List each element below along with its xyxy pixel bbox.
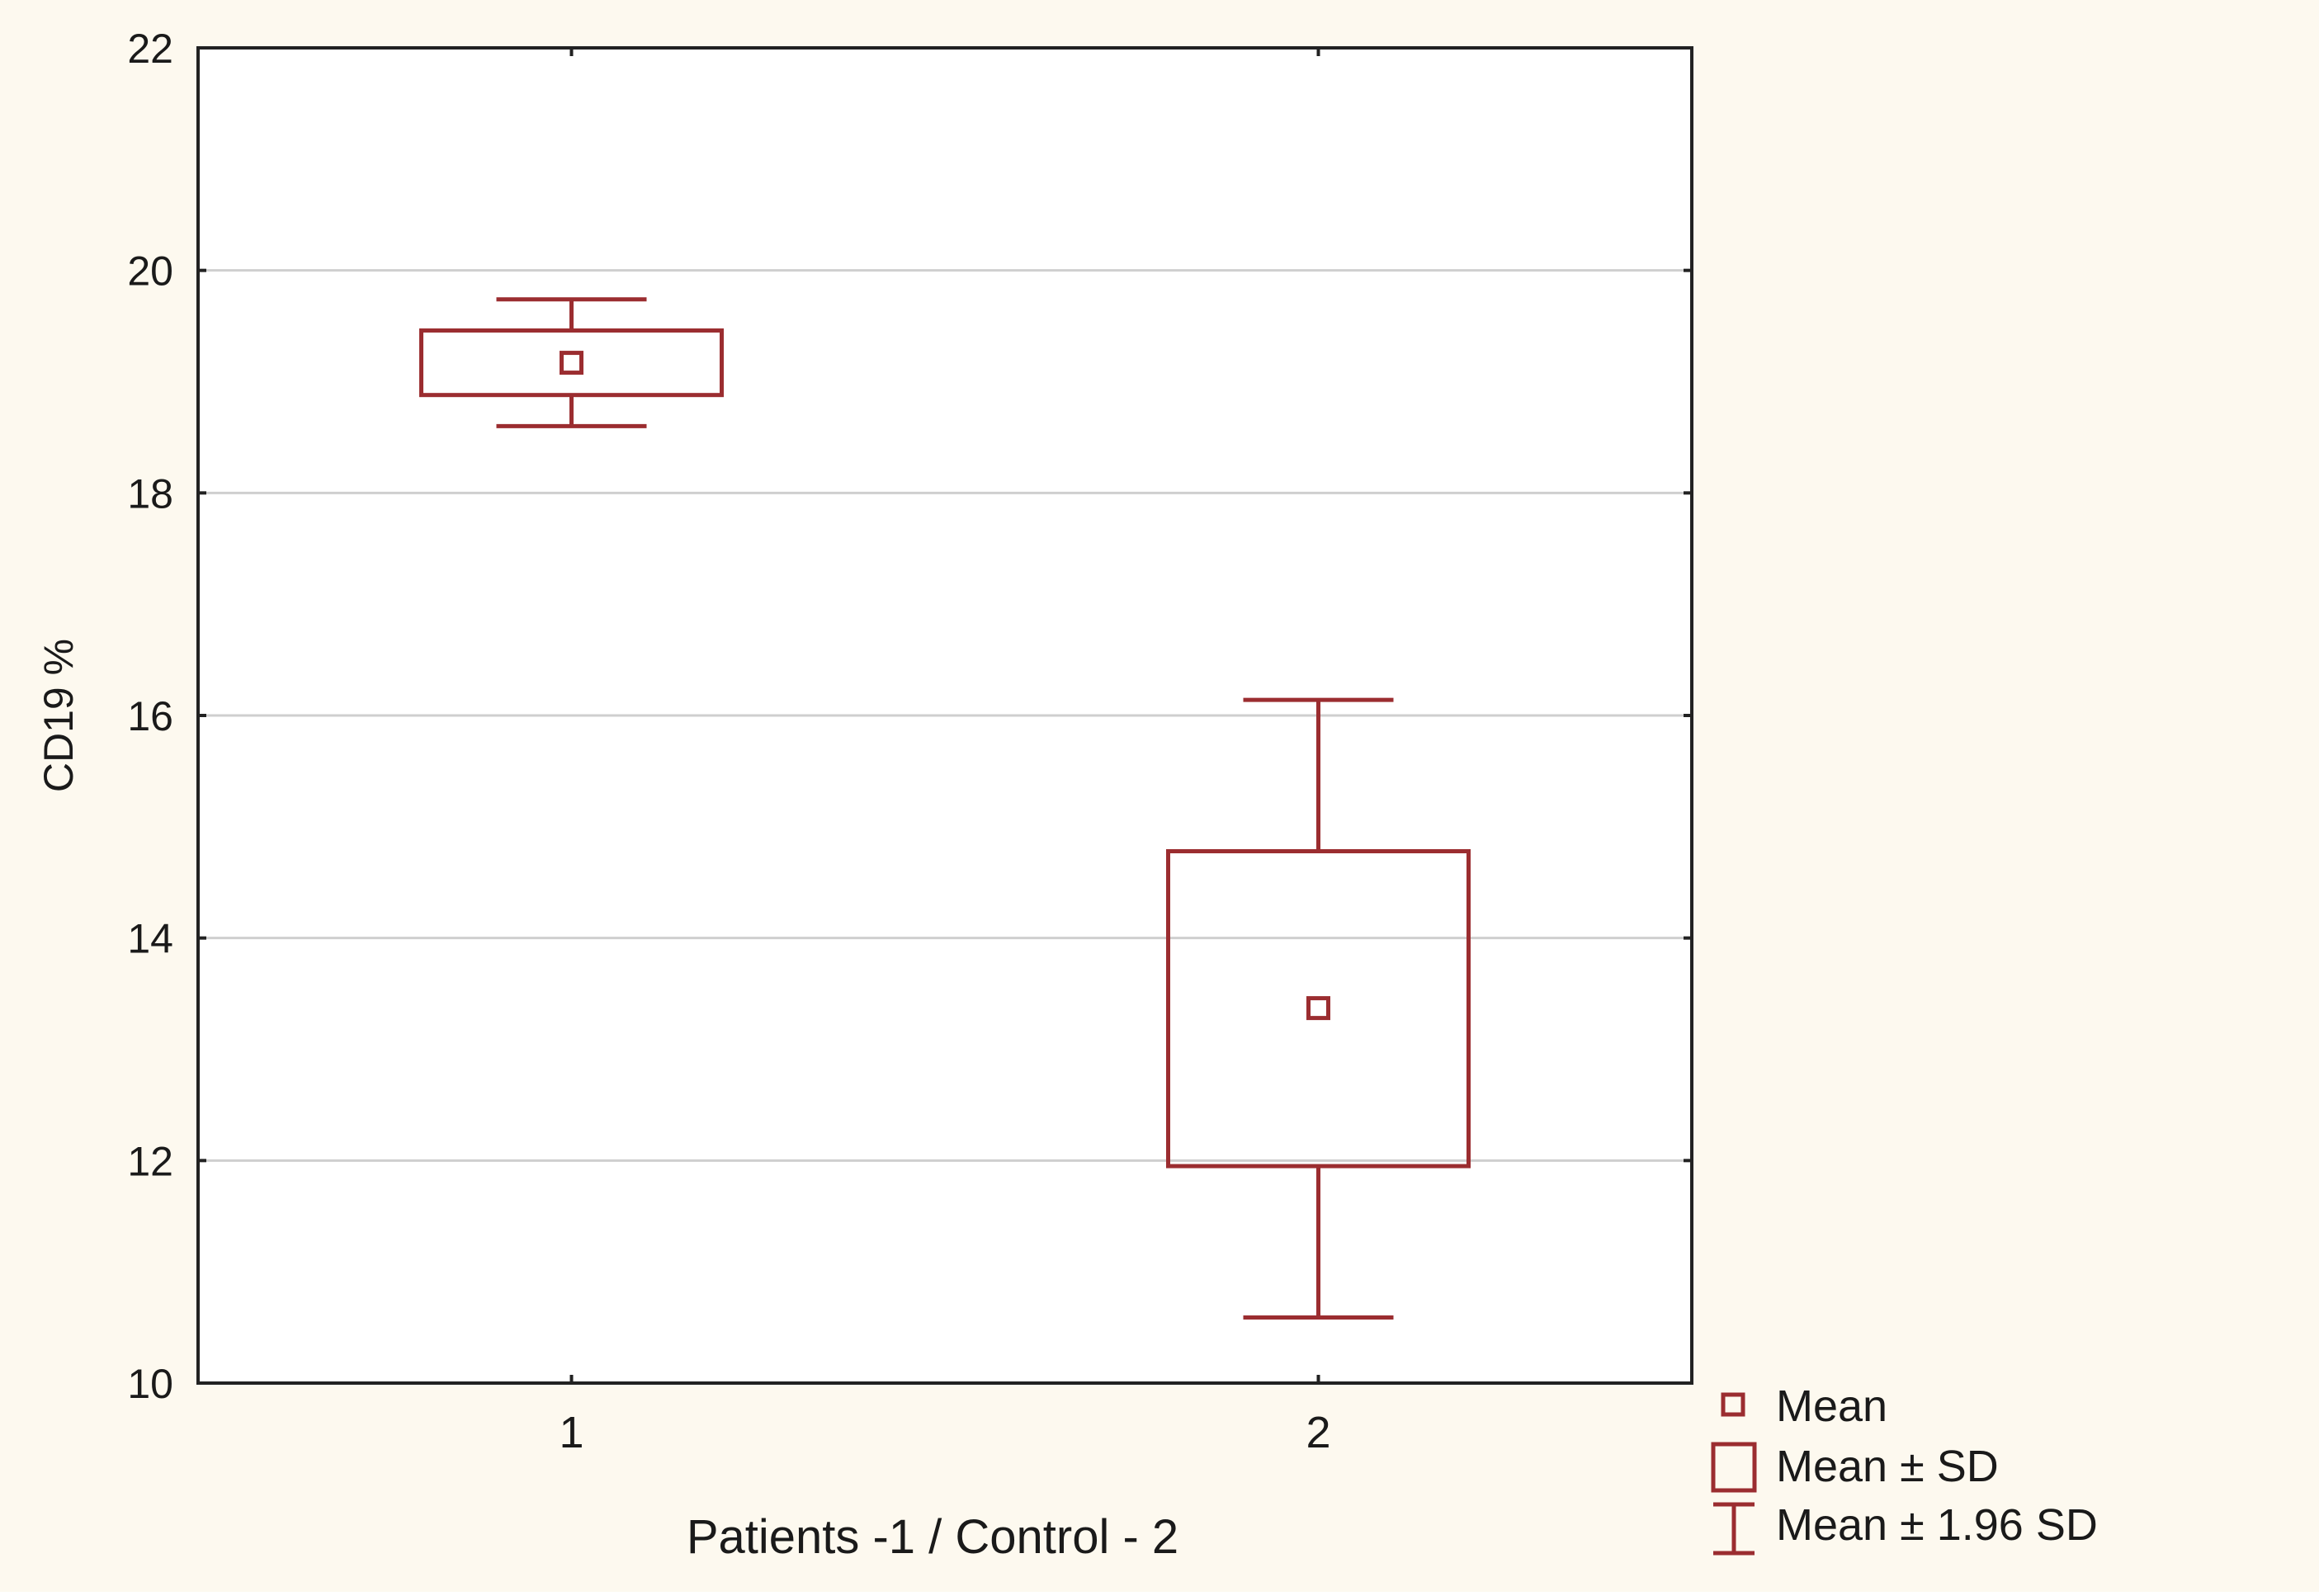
y-tick-label-16: 16 xyxy=(127,693,173,739)
legend-label-ci: Mean ± 1.96 SD xyxy=(1776,1500,2098,1550)
sd-box-1 xyxy=(419,328,724,398)
legend-mean-marker xyxy=(1721,1392,1745,1417)
legend-whisker-marker xyxy=(1713,1502,1755,1556)
plot-frame xyxy=(196,46,1693,1385)
legend-sd-box-marker xyxy=(1711,1442,1757,1493)
box-group-1 xyxy=(419,297,724,428)
x-tick-label-1: 1 xyxy=(559,1408,583,1457)
y-tick-label-18: 18 xyxy=(127,470,173,517)
y-tick-label-14: 14 xyxy=(127,916,173,962)
y-tick-label-20: 20 xyxy=(127,248,173,295)
x-axis-label: Patients -1 / Control - 2 xyxy=(687,1510,1178,1564)
y-axis-label: CD19 % xyxy=(35,639,82,792)
x-tick-label-2: 2 xyxy=(1306,1408,1330,1457)
legend: Mean Mean ± SD Mean ± 1.96 SD xyxy=(1711,1381,2098,1556)
sd-box-2 xyxy=(1166,848,1471,1169)
y-tick-label-12: 12 xyxy=(127,1138,173,1184)
y-tick-label-22: 22 xyxy=(127,26,173,72)
y-tick-label-10: 10 xyxy=(127,1361,173,1407)
box-group-2 xyxy=(1166,697,1471,1320)
series-boxes xyxy=(419,297,1471,1320)
mean-marker-1 xyxy=(560,351,583,375)
legend-label-sd: Mean ± SD xyxy=(1776,1442,1999,1491)
gridlines xyxy=(198,269,1692,1162)
mean-marker-2 xyxy=(1306,996,1330,1021)
legend-label-mean: Mean xyxy=(1776,1381,1887,1431)
